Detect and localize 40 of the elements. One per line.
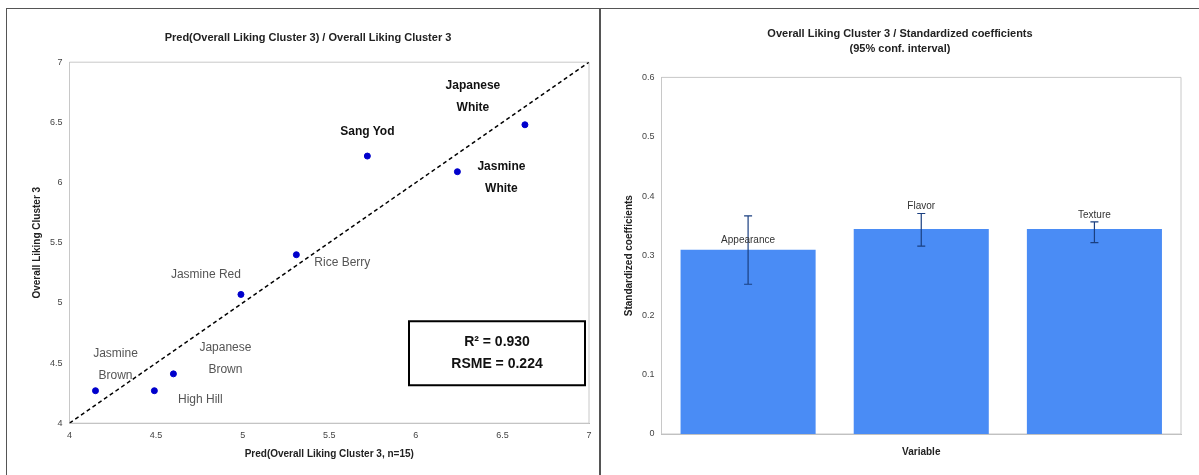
annotation: R² = 0.930 bbox=[464, 333, 531, 350]
x-tick-label: 5.5 bbox=[323, 430, 336, 441]
annotation: High Hill bbox=[178, 392, 223, 407]
annotation: Jasmine Red bbox=[170, 266, 241, 281]
y-tick-label: 4 bbox=[57, 417, 63, 428]
y-axis-title: Standardized coefficients bbox=[622, 194, 634, 317]
annotation: RSME = 0.224 bbox=[451, 355, 543, 372]
x-tick-label: Texture bbox=[1078, 208, 1112, 220]
chart-title: Pred(Overall Liking Cluster 3) / Overall Liking Cluster 3 bbox=[164, 30, 452, 43]
x-tick-label: 4.5 bbox=[149, 430, 163, 441]
y-tick-label: 0.6 bbox=[642, 71, 655, 82]
chart-subtitle: (95% conf. interval) bbox=[849, 41, 951, 54]
x-axis-title: Variable bbox=[902, 445, 941, 457]
annotation: Jasmine Brown bbox=[93, 346, 139, 383]
y-tick-label: 6.5 bbox=[50, 116, 63, 127]
chart-title: Overall Liking Cluster 3 / Standardized coefficients bbox=[767, 26, 1033, 39]
x-tick-label: Flavor bbox=[907, 199, 936, 211]
y-tick-label: 0.3 bbox=[642, 250, 655, 261]
x-axis-title: Pred(Overall Liking Cluster 3, n=15) bbox=[244, 447, 414, 459]
annotation: Sang Yod bbox=[340, 124, 395, 139]
y-tick-label: 0 bbox=[649, 428, 655, 439]
y-tick-label: 5 bbox=[57, 297, 63, 308]
x-tick-label: 4 bbox=[67, 430, 73, 441]
y-tick-label: 0.5 bbox=[642, 131, 655, 142]
y-tick-label: 5.5 bbox=[50, 237, 63, 248]
x-tick-label: 7 bbox=[586, 430, 592, 441]
annotation: Japanese Brown bbox=[199, 340, 252, 377]
y-tick-label: 7 bbox=[57, 56, 63, 67]
y-tick-label: 0.2 bbox=[642, 309, 655, 320]
y-axis-title: Overall Liking Cluster 3 bbox=[30, 186, 42, 299]
y-tick-label: 4.5 bbox=[50, 357, 63, 368]
x-tick-label: 5 bbox=[240, 430, 246, 441]
annotation: Jasmine White bbox=[477, 159, 526, 196]
annotation: Japanese White bbox=[445, 78, 501, 115]
x-tick-label: 6 bbox=[413, 430, 419, 441]
y-tick-label: 0.1 bbox=[642, 369, 655, 380]
y-tick-label: 0.4 bbox=[642, 190, 655, 201]
y-tick-label: 6 bbox=[57, 177, 63, 188]
annotation: Rice Berry bbox=[314, 255, 371, 270]
x-tick-label: 6.5 bbox=[496, 430, 509, 441]
